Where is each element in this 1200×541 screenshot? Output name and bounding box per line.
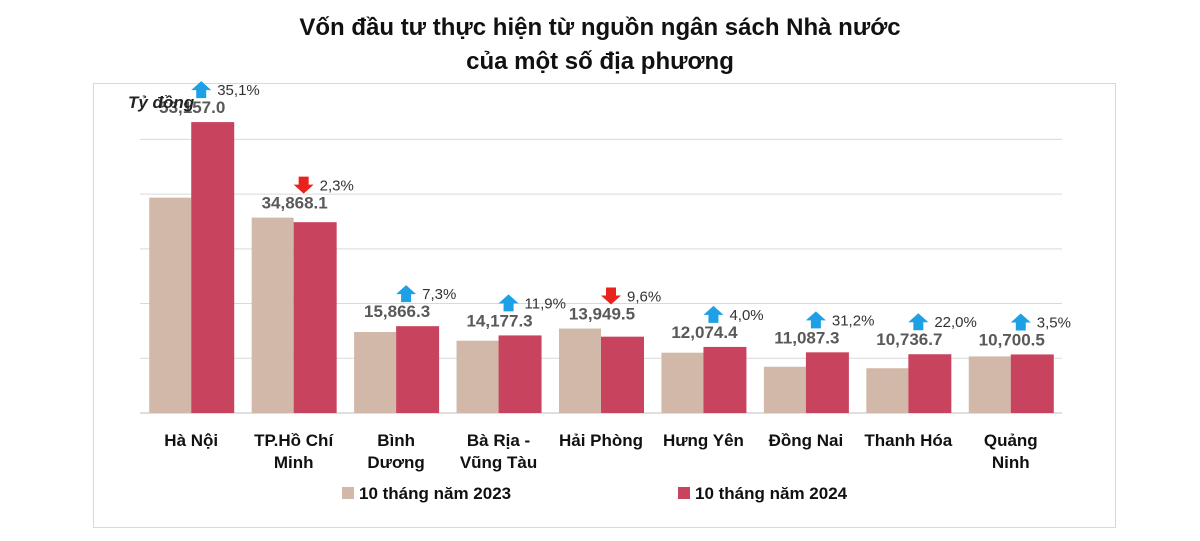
- bar-2024: [396, 326, 440, 413]
- bar-2024: [1010, 354, 1054, 413]
- change-annotations: 35,1% 2,3% 7,3% 11,9% 9,6% 4,0% 31,2% 22,0% 3,5%: [191, 81, 1071, 331]
- legend-label: 10 tháng năm 2024: [695, 484, 848, 503]
- bars: [149, 122, 1054, 413]
- bar-2024: [293, 222, 337, 413]
- value-label: 10,700.5: [979, 330, 1045, 349]
- arrow-up-icon: [1010, 313, 1031, 331]
- value-label: 13,949.5: [569, 305, 635, 324]
- category-label: TP.Hồ Chí: [254, 431, 334, 450]
- value-label: 10,736.7: [876, 330, 942, 349]
- category-label: Bình: [377, 431, 415, 450]
- category-label: Vũng Tàu: [460, 453, 537, 472]
- chart-title-line-2: của một số địa phương: [466, 48, 734, 75]
- category-label: Đồng Nai: [769, 431, 844, 450]
- arrow-down-icon: [293, 176, 314, 194]
- arrow-up-icon: [805, 311, 826, 329]
- category-label: Thanh Hóa: [864, 431, 952, 450]
- change-percent: 7,3%: [422, 286, 456, 303]
- arrow-up-icon: [703, 305, 724, 323]
- legend-swatch: [342, 487, 354, 499]
- value-label: 15,866.3: [364, 302, 430, 321]
- chart-title-line-1: Vốn đầu tư thực hiện từ nguồn ngân sách …: [299, 14, 901, 41]
- bar-2023: [456, 340, 499, 413]
- arrow-down-icon: [601, 287, 621, 305]
- bar-2023: [661, 352, 704, 413]
- value-label: 12,074.4: [671, 323, 738, 342]
- legend-swatch: [678, 487, 690, 499]
- change-percent: 2,3%: [320, 178, 354, 195]
- bar-2023: [968, 356, 1011, 413]
- value-labels: 53,157.0 34,868.1 15,866.3 14,177.3 13,949.5…: [159, 98, 1045, 349]
- legend-label: 10 tháng năm 2023: [359, 484, 511, 503]
- value-label: 14,177.3: [466, 311, 532, 330]
- x-axis: Hà Nội TP.Hồ Chí Minh Bình Dương Bà Rịa - Vũng…: [164, 431, 1037, 472]
- category-label: Bà Rịa -: [467, 431, 530, 450]
- bar-2023: [251, 217, 294, 413]
- arrow-up-icon: [908, 313, 929, 331]
- bar-2023: [149, 197, 192, 413]
- category-label: Hưng Yên: [663, 431, 744, 450]
- arrow-up-icon: [191, 81, 212, 99]
- bar-2024: [703, 346, 747, 413]
- value-label: 11,087.3: [774, 328, 839, 347]
- value-label: 53,157.0: [159, 98, 225, 117]
- arrow-up-icon: [396, 285, 417, 303]
- change-percent: 4,0%: [729, 307, 763, 324]
- change-percent: 11,9%: [525, 295, 566, 312]
- legend: 10 tháng năm 2023 10 tháng năm 2024: [342, 484, 848, 503]
- change-percent: 31,2%: [832, 312, 875, 329]
- change-percent: 9,6%: [627, 289, 661, 306]
- bar-2023: [559, 328, 601, 413]
- bar-2024: [908, 354, 952, 413]
- change-percent: 35,1%: [217, 82, 260, 99]
- y-axis-unit-label: Tỷ đồng: [128, 93, 195, 112]
- bar-2024: [498, 335, 542, 413]
- arrow-up-icon: [498, 294, 519, 312]
- category-label: Hà Nội: [164, 431, 218, 450]
- chart-frame: [93, 83, 1116, 528]
- category-label: Hải Phòng: [559, 431, 643, 450]
- value-label: 34,868.1: [262, 194, 328, 213]
- category-label: Quảng: [984, 431, 1038, 450]
- category-label: Minh: [274, 453, 314, 472]
- bar-2023: [763, 366, 806, 413]
- category-label: Dương: [367, 453, 424, 472]
- change-percent: 22,0%: [934, 314, 977, 331]
- category-label: Ninh: [992, 453, 1030, 472]
- bar-2024: [601, 336, 644, 413]
- bar-2024: [805, 352, 849, 413]
- bar-2023: [354, 332, 397, 413]
- bar-2023: [866, 368, 909, 413]
- change-percent: 3,5%: [1037, 314, 1071, 331]
- bar-2024: [191, 122, 235, 413]
